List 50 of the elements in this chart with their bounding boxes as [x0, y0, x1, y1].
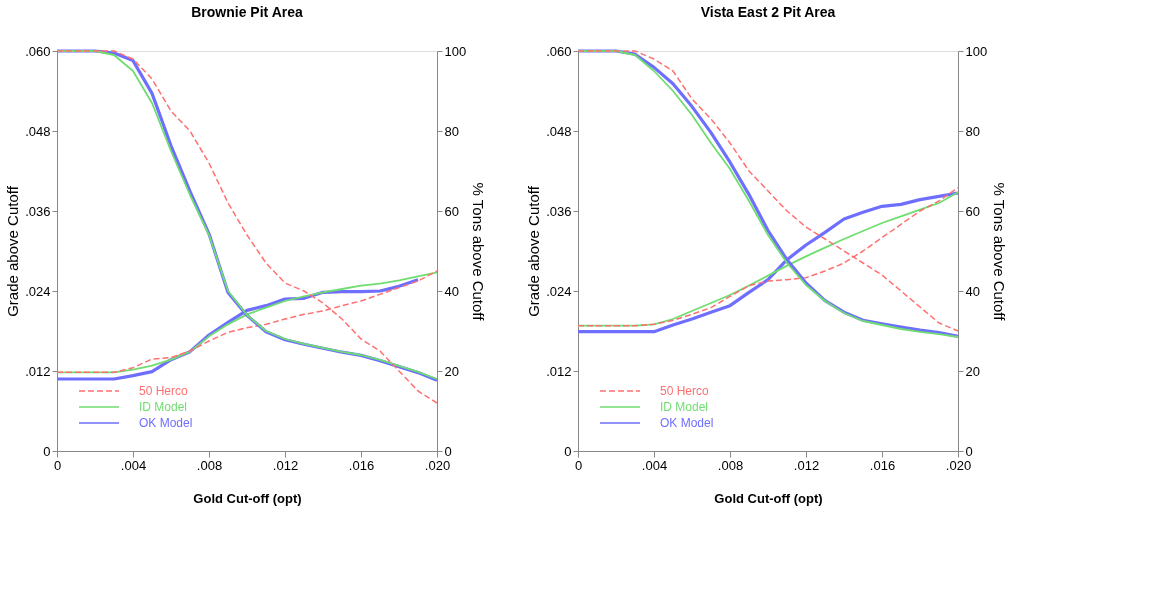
y-axis-title: Grade above Cutoff: [4, 185, 22, 317]
x-tick-label: .012: [272, 457, 299, 473]
y-tick-label: 0: [564, 443, 572, 459]
x-tick-label: .020: [945, 457, 972, 473]
y2-tick-label: 60: [965, 203, 980, 219]
chart-title: Vista East 2 Pit Area: [700, 4, 836, 20]
y2-axis-title: % Tons above Cutoff: [991, 182, 1009, 322]
y-tick-label: .012: [546, 363, 572, 379]
chart-title: Brownie Pit Area: [191, 4, 303, 20]
x-tick-label: .008: [717, 457, 744, 473]
y2-tick-label: 40: [965, 283, 980, 299]
x-axis-title: Gold Cut-off (opt): [714, 490, 823, 506]
y2-tick-label: 20: [444, 363, 459, 379]
y2-tick-label: 100: [965, 43, 988, 59]
legend-label: 50 Herco: [660, 384, 710, 398]
legend-label: ID Model: [139, 400, 188, 414]
x-tick-label: .016: [869, 457, 896, 473]
y2-tick-label: 80: [444, 123, 459, 139]
y2-axis-title: % Tons above Cutoff: [470, 182, 488, 322]
x-tick-label: 0: [53, 457, 62, 473]
y-axis-title: Grade above Cutoff: [525, 185, 543, 317]
y2-tick-label: 0: [965, 443, 973, 459]
y-tick-label: .048: [25, 123, 51, 139]
y2-tick-label: 20: [965, 363, 980, 379]
y-tick-label: .024: [25, 283, 51, 299]
y-tick-label: 0: [43, 443, 51, 459]
x-tick-label: .008: [196, 457, 223, 473]
y2-tick-label: 100: [444, 43, 467, 59]
legend-label: ID Model: [660, 400, 709, 414]
y2-tick-label: 80: [965, 123, 980, 139]
x-tick-label: .012: [793, 457, 820, 473]
x-tick-label: .004: [641, 457, 668, 473]
y-tick-label: .036: [546, 203, 572, 219]
x-axis-title: Gold Cut-off (opt): [193, 490, 302, 506]
y-tick-label: .048: [546, 123, 572, 139]
y-tick-label: .060: [25, 43, 51, 59]
y-tick-label: .012: [25, 363, 51, 379]
x-tick-label: 0: [574, 457, 583, 473]
x-tick-label: .016: [348, 457, 375, 473]
x-tick-label: .004: [120, 457, 147, 473]
legend-label: OK Model: [660, 416, 714, 430]
y2-tick-label: 60: [444, 203, 459, 219]
legend-label: 50 Herco: [139, 384, 189, 398]
y-tick-label: .024: [546, 283, 572, 299]
y2-tick-label: 0: [444, 443, 452, 459]
x-tick-label: .020: [424, 457, 451, 473]
y-tick-label: .036: [25, 203, 51, 219]
legend-label: OK Model: [139, 416, 193, 430]
y-tick-label: .060: [546, 43, 572, 59]
y2-tick-label: 40: [444, 283, 459, 299]
